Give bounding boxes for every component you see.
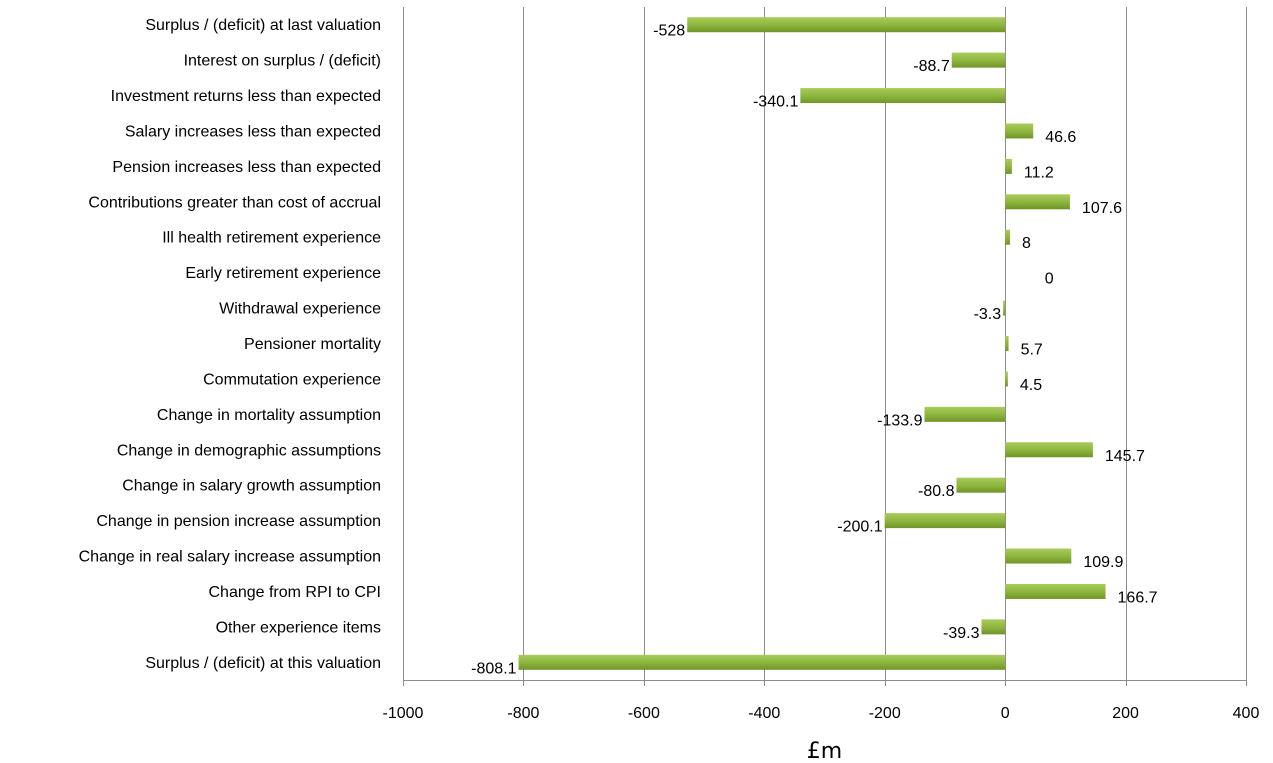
value-label: -808.1 <box>471 660 516 677</box>
value-label: -133.9 <box>877 412 922 429</box>
value-label: 11.2 <box>1024 164 1054 181</box>
value-label: 0 <box>1045 271 1054 288</box>
tick-labels: -1000 -800 -600 -400 -200 0 200 400 <box>383 705 1260 722</box>
bar <box>800 88 1006 104</box>
category-label: Interest on surplus / (deficit) <box>184 53 381 70</box>
bar <box>924 406 1006 422</box>
x-tick-label: 200 <box>1112 705 1139 722</box>
value-label: -88.7 <box>913 58 950 75</box>
x-tick-label: -600 <box>628 705 660 722</box>
bars <box>518 17 1106 670</box>
value-label: 109.9 <box>1083 554 1123 571</box>
bar <box>1005 123 1034 139</box>
axes <box>403 680 1247 686</box>
category-label: Commutation experience <box>203 371 381 388</box>
x-axis-title: £m <box>807 739 842 763</box>
bar <box>687 17 1006 33</box>
bar <box>1003 300 1006 316</box>
value-label: 5.7 <box>1021 342 1043 359</box>
category-label: Investment returns less than expected <box>111 88 381 105</box>
value-label: 46.6 <box>1045 129 1076 146</box>
gridlines <box>403 7 1247 680</box>
category-label: Change from RPI to CPI <box>208 584 381 601</box>
bar <box>1005 158 1012 174</box>
bar <box>1005 548 1072 564</box>
bar <box>1005 229 1010 245</box>
category-label: Withdrawal experience <box>219 301 381 318</box>
category-label: Change in pension increase assumption <box>96 513 381 530</box>
category-label: Surplus / (deficit) at last valuation <box>145 17 381 34</box>
category-label: Pension increases less than expected <box>112 159 381 176</box>
value-label: -80.8 <box>918 483 955 500</box>
value-label: -528 <box>653 23 685 40</box>
value-label: 8 <box>1022 235 1031 252</box>
value-label: 145.7 <box>1105 448 1145 465</box>
value-label: 166.7 <box>1118 589 1158 606</box>
bar <box>1005 194 1070 210</box>
x-tick-label: -200 <box>869 705 901 722</box>
bar <box>956 477 1006 493</box>
category-label: Change in demographic assumptions <box>117 442 381 459</box>
category-label: Contributions greater than cost of accru… <box>88 194 381 211</box>
value-label: -39.3 <box>943 625 980 642</box>
x-tick-label: 400 <box>1233 705 1260 722</box>
category-labels: Surplus / (deficit) at last valuation Int… <box>79 17 381 672</box>
x-tick-label: -1000 <box>383 705 424 722</box>
category-label: Change in real salary increase assumptio… <box>79 549 381 566</box>
value-label: -3.3 <box>974 306 1002 323</box>
bar <box>1005 583 1106 599</box>
x-tick-label: -400 <box>748 705 780 722</box>
bar <box>1005 336 1009 351</box>
value-label: 4.5 <box>1020 377 1042 394</box>
category-label: Salary increases less than expected <box>125 123 381 140</box>
value-label: -340.1 <box>753 94 798 111</box>
category-label: Early retirement experience <box>185 265 381 282</box>
bar <box>518 654 1006 670</box>
bar <box>1005 371 1008 387</box>
x-tick-label: -800 <box>507 705 539 722</box>
value-label: -200.1 <box>837 519 882 536</box>
category-label: Ill health retirement experience <box>162 230 381 247</box>
category-label: Change in mortality assumption <box>157 407 381 424</box>
category-label: Surplus / (deficit) at this valuation <box>145 655 381 672</box>
value-labels: -528 -88.7 -340.1 46.6 11.2 107.6 8 0 -3.3 5.7 4.5… <box>471 23 1157 678</box>
category-label: Other experience items <box>216 619 381 636</box>
bar <box>951 52 1006 68</box>
category-label: Pensioner mortality <box>244 336 381 353</box>
category-label: Change in salary growth assumption <box>122 478 381 495</box>
bar <box>981 619 1006 635</box>
value-label: 107.6 <box>1082 200 1122 217</box>
bar <box>1005 442 1093 458</box>
bar <box>884 513 1006 529</box>
x-tick-label: 0 <box>1001 705 1010 722</box>
